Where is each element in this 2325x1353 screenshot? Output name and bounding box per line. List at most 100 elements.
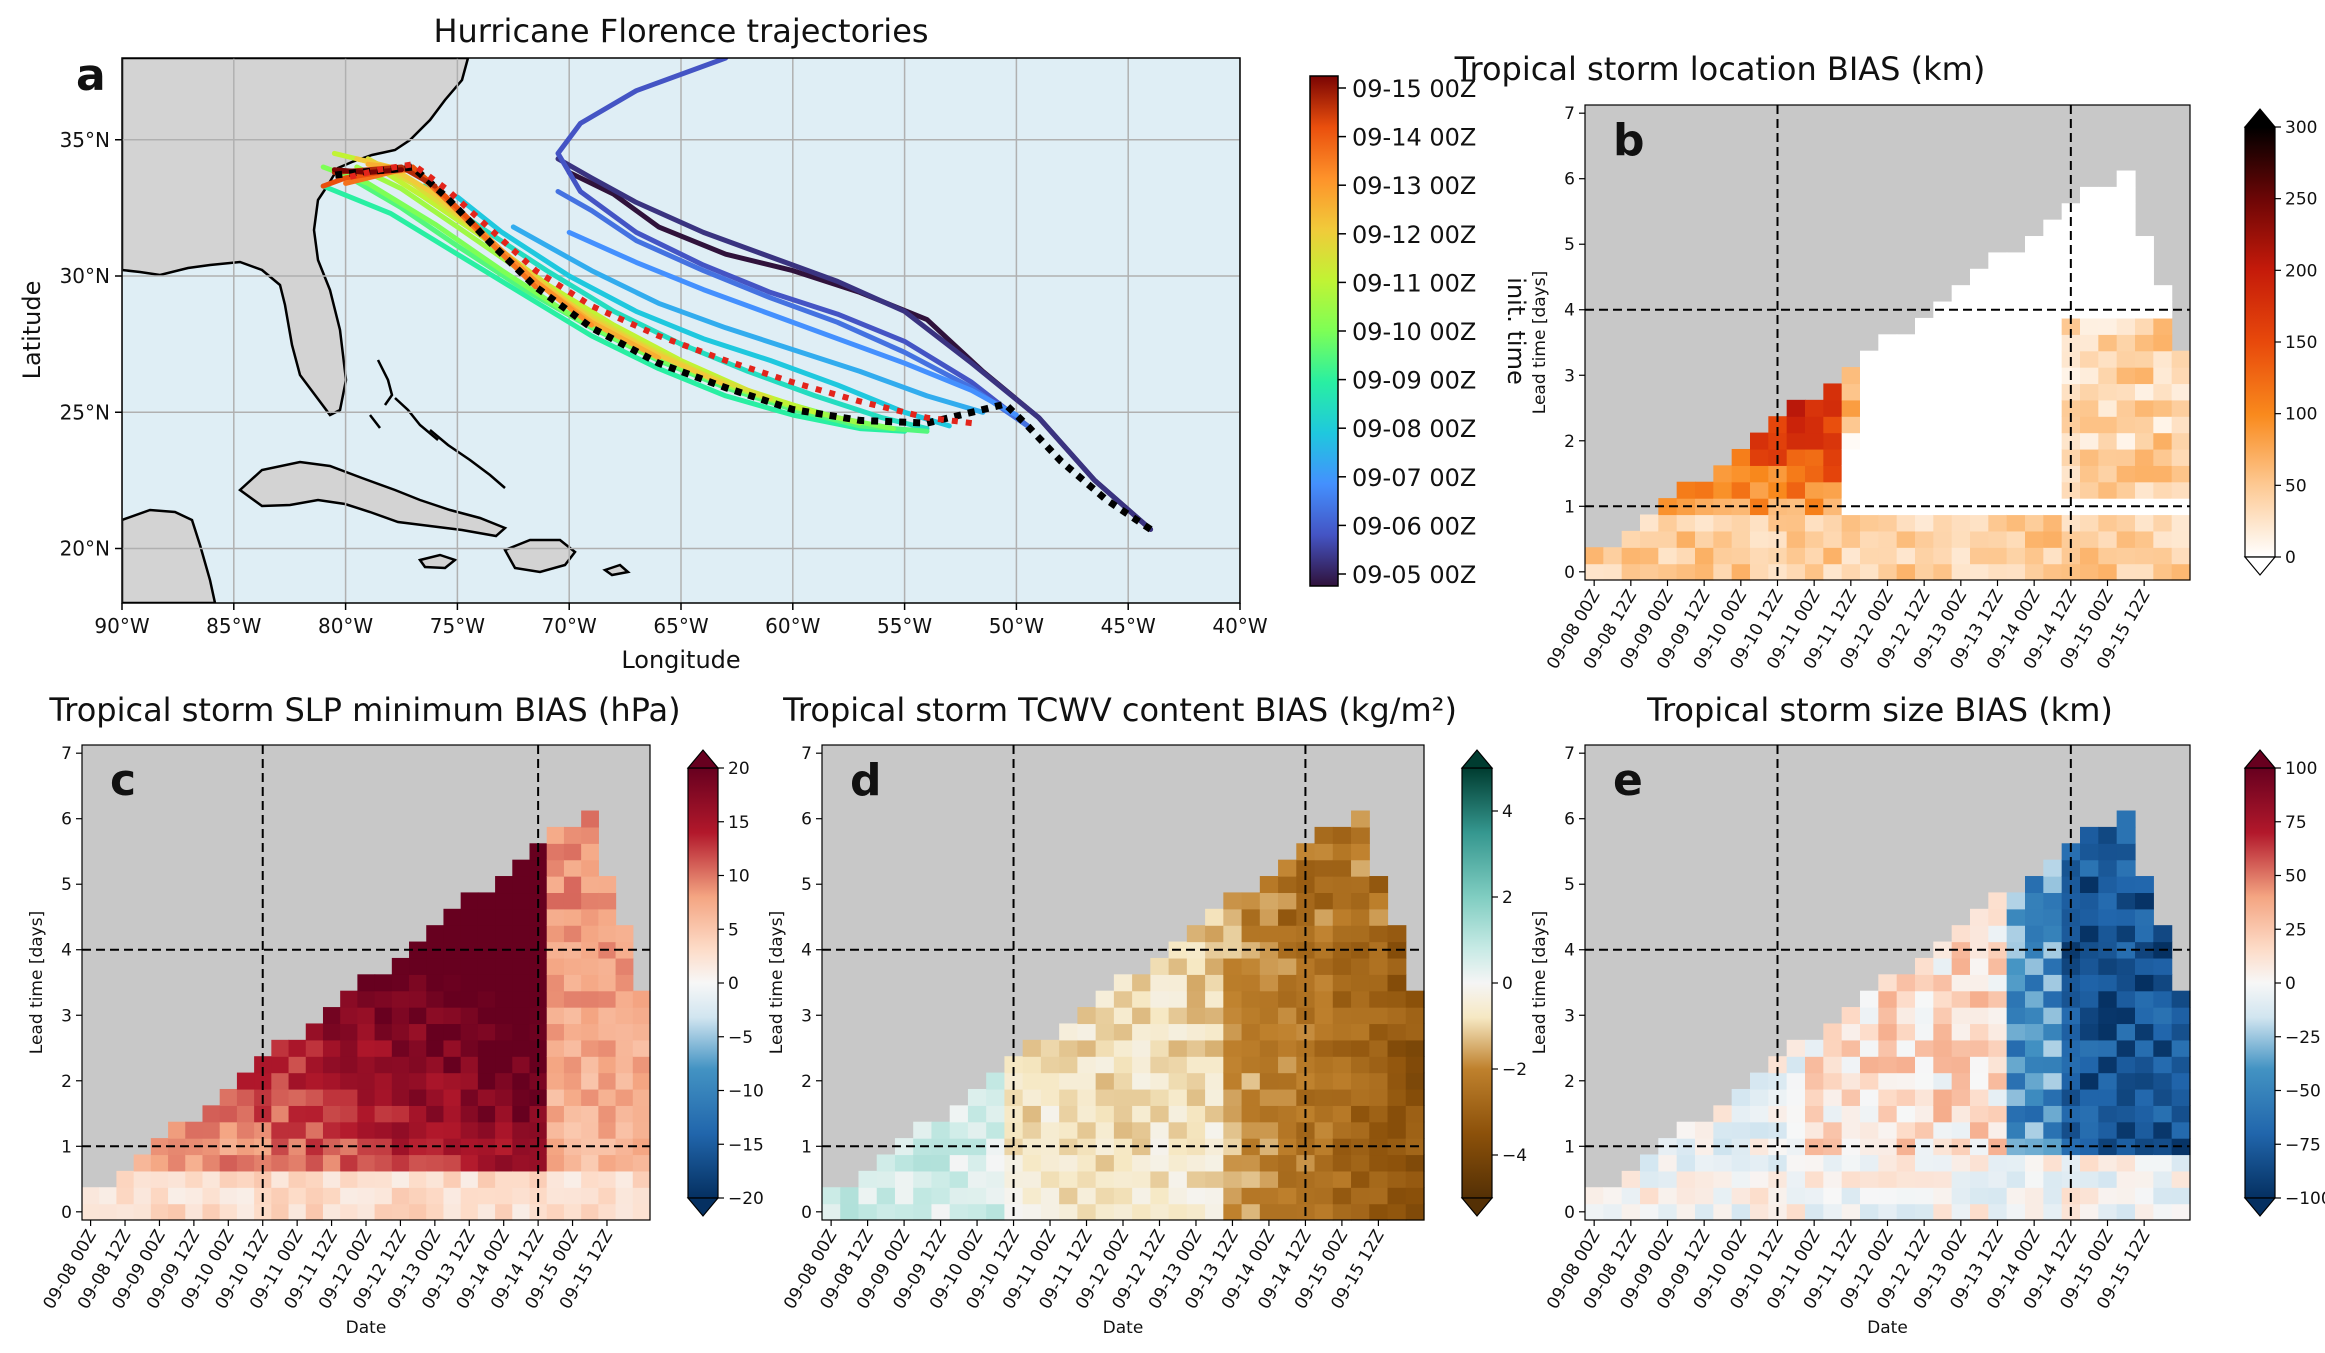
heatmap-cell — [1933, 1121, 1953, 1139]
heatmap-cell — [546, 908, 565, 926]
heatmap-cell — [271, 1056, 290, 1074]
heatmap-cell — [477, 990, 496, 1008]
heatmap-cell — [2135, 252, 2154, 270]
heatmap-cell — [1786, 1072, 1806, 1090]
heatmap-cell — [1988, 1121, 2008, 1139]
heatmap-cell — [426, 1039, 445, 1057]
heatmap-cell — [598, 1203, 617, 1221]
heatmap-cell — [1150, 1121, 1170, 1139]
heatmap-cell — [512, 908, 531, 926]
heatmap-cell — [1150, 974, 1170, 992]
heatmap-cell — [1585, 1203, 1604, 1221]
heatmap-cell — [615, 1023, 634, 1041]
heatmap-cell — [2098, 547, 2118, 565]
heatmap-cell — [1658, 1154, 1678, 1172]
heatmap-cell — [2025, 514, 2044, 532]
heatmap-cell — [1369, 1072, 1389, 1090]
heatmap-cell — [1113, 1007, 1133, 1025]
heatmap-cell — [1369, 1170, 1389, 1188]
heatmap-cell — [1951, 465, 1971, 483]
heatmap-cell — [1878, 367, 1898, 385]
heatmap-cell — [340, 1170, 358, 1188]
heatmap-cell — [2006, 941, 2026, 959]
heatmap-cell — [858, 1170, 878, 1188]
heatmap-cell — [1786, 530, 1806, 548]
heatmap-cell — [374, 1056, 393, 1074]
heatmap-cell — [2153, 1039, 2173, 1057]
heatmap-d-ylabel: Lead time [days] — [767, 911, 787, 1054]
heatmap-cell — [409, 1056, 427, 1074]
heatmap-cell — [615, 1039, 634, 1057]
heatmap-cell — [1077, 1039, 1097, 1057]
heatmap-cell — [357, 1203, 376, 1221]
heatmap-cell — [1988, 514, 2008, 532]
heatmap-cell — [1951, 432, 1971, 450]
heatmap-cell — [1860, 1170, 1879, 1188]
heatmap-cell — [2171, 514, 2191, 532]
heatmap-cell — [1278, 1105, 1297, 1123]
heatmap-cell — [1878, 465, 1898, 483]
heatmap-cell — [409, 941, 427, 959]
heatmap-cell — [2061, 1039, 2081, 1057]
heatmap-cell — [271, 1121, 290, 1139]
heatmap-cell — [2025, 1121, 2044, 1139]
heatmap-cell — [1278, 1039, 1297, 1057]
heatmap-cell — [82, 1203, 100, 1221]
heatmap-cell — [2006, 1170, 2026, 1188]
panel-d: Tropical storm TCWV content BIAS (kg/m²)… — [767, 691, 1527, 1338]
land-north-america — [122, 58, 470, 417]
heatmap-cell — [1823, 1088, 1843, 1106]
heatmap-cell — [2080, 547, 2099, 565]
heatmap-cell — [443, 925, 462, 943]
heatmap-cell — [2171, 383, 2191, 401]
heatmap-cell — [2116, 1203, 2136, 1221]
heatmap-c-ytick-label: 3 — [61, 1006, 72, 1026]
heatmap-cell — [1951, 367, 1971, 385]
heatmap-cell — [1314, 990, 1334, 1008]
heatmap-cell — [1603, 563, 1623, 581]
heatmap-cell — [1860, 1072, 1879, 1090]
heatmap-cell — [632, 1170, 651, 1188]
heatmap-cell — [1022, 1072, 1042, 1090]
heatmap-cell — [2006, 974, 2026, 992]
heatmap-cell — [495, 957, 513, 975]
heatmap-cell — [460, 1203, 479, 1221]
heatmap-cell — [1731, 1170, 1751, 1188]
heatmap-cell — [305, 1072, 324, 1090]
land-bahamas-1 — [376, 359, 394, 406]
map-ytick-label: 25°N — [60, 400, 110, 424]
heatmap-cell — [2080, 186, 2099, 204]
heatmap-cell — [1314, 1088, 1334, 1106]
heatmap-cell — [2153, 547, 2173, 565]
heatmap-cell — [615, 941, 634, 959]
heatmap-cell — [546, 1154, 565, 1172]
heatmap-cell — [1841, 1170, 1861, 1188]
heatmap-cell — [391, 1121, 410, 1139]
heatmap-e-colorbar-tick-label: −50 — [2285, 1082, 2321, 1102]
heatmap-cell — [391, 1105, 410, 1123]
heatmap-cell — [322, 1105, 341, 1123]
heatmap-cell — [477, 1072, 496, 1090]
heatmap-cell — [563, 1072, 582, 1090]
heatmap-cell — [1841, 1007, 1861, 1025]
land-bahamas-3 — [429, 429, 506, 489]
heatmap-cell — [1951, 1121, 1971, 1139]
heatmap-cell — [374, 1154, 393, 1172]
heatmap-cell — [460, 990, 479, 1008]
heatmap-cell — [2116, 170, 2136, 188]
heatmap-cell — [357, 1105, 376, 1123]
heatmap-cell — [1223, 892, 1243, 910]
heatmap-cell — [1933, 1154, 1953, 1172]
heatmap-cell — [2025, 465, 2044, 483]
heatmap-cell — [1933, 481, 1953, 499]
heatmap-cell — [1768, 1056, 1788, 1074]
heatmap-cell — [2153, 1203, 2173, 1221]
heatmap-cell — [1805, 465, 1824, 483]
heatmap-cell — [1658, 1187, 1678, 1205]
heatmap-cell — [894, 1154, 914, 1172]
heatmap-cell — [1988, 563, 2008, 581]
heatmap-cell — [1823, 1138, 1843, 1156]
heatmap-cell — [1951, 1138, 1971, 1156]
heatmap-cell — [1369, 925, 1389, 943]
map-colorbar-tick-label: 09-15 00Z — [1352, 75, 1476, 103]
